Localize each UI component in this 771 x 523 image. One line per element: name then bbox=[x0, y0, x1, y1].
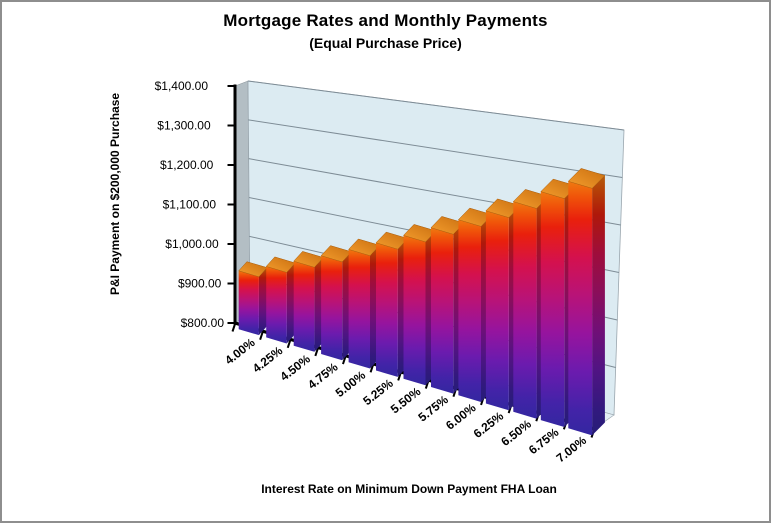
x-tick bbox=[397, 372, 402, 381]
x-axis-title: Interest Rate on Minimum Down Payment FH… bbox=[261, 482, 557, 496]
x-tick bbox=[314, 348, 319, 357]
bar-5.25% bbox=[375, 231, 409, 377]
bar-front-face bbox=[403, 235, 426, 386]
bar-front-face bbox=[458, 219, 481, 402]
bar-4.75% bbox=[320, 245, 352, 361]
bar-front-face bbox=[238, 270, 259, 336]
y-tick-label: $1,100.00 bbox=[163, 198, 217, 212]
bar-7.00% bbox=[567, 168, 606, 436]
x-tick bbox=[231, 323, 236, 332]
y-tick-label: $900.00 bbox=[178, 277, 222, 291]
bar-front-face bbox=[266, 266, 287, 344]
y-tick-label: $800.00 bbox=[181, 316, 225, 330]
gridline bbox=[247, 80, 625, 131]
x-tick bbox=[369, 364, 375, 373]
x-tick bbox=[342, 356, 347, 365]
bar-front-face bbox=[293, 261, 315, 352]
y-tick-label: $1,300.00 bbox=[157, 119, 211, 133]
bar-4.25% bbox=[265, 256, 296, 344]
bar-4.50% bbox=[293, 251, 324, 352]
bar-front-face bbox=[568, 181, 593, 436]
bar-side-face bbox=[286, 263, 296, 344]
bar-side-face bbox=[258, 267, 268, 336]
bar-front-face bbox=[321, 255, 343, 361]
bar-side-face bbox=[592, 175, 605, 436]
bar-4.00% bbox=[238, 261, 268, 336]
bar-front-face bbox=[540, 191, 565, 427]
bar-top-face bbox=[567, 168, 606, 189]
bar-front-face bbox=[376, 242, 398, 377]
gridline bbox=[248, 119, 623, 178]
y-axis-title: P&I Payment on $200,000 Purchase bbox=[108, 92, 122, 296]
bar-front-face bbox=[485, 210, 509, 411]
chart-subtitle: (Equal Purchase Price) bbox=[309, 35, 462, 51]
bar-front-face bbox=[348, 249, 370, 369]
x-tick bbox=[286, 339, 292, 349]
y-tick-label: $1,200.00 bbox=[160, 158, 214, 172]
y-tick-label: $1,400.00 bbox=[155, 79, 209, 93]
y-tick-label: $1,000.00 bbox=[165, 237, 219, 251]
bar-5.00% bbox=[348, 238, 381, 369]
chart-title: Mortgage Rates and Monthly Payments bbox=[223, 11, 548, 30]
bar-front-face bbox=[431, 227, 454, 394]
bar-front-face bbox=[513, 201, 537, 419]
x-tick bbox=[259, 331, 264, 340]
